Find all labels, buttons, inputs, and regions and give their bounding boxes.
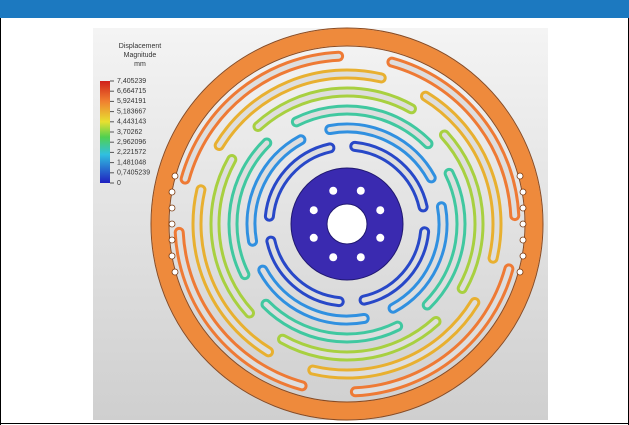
bolt-hole (310, 234, 318, 242)
legend-label: 6,664715 (117, 88, 146, 95)
rivet-hole (169, 253, 175, 259)
legend-label: 5,183667 (117, 108, 146, 115)
disc (151, 28, 543, 420)
legend-label: 0 (117, 180, 121, 187)
legend-label: 4,443143 (117, 119, 146, 126)
rivet-hole (520, 221, 526, 227)
bolt-hole (357, 253, 365, 261)
rivet-hole (169, 189, 175, 195)
rivet-hole (520, 189, 526, 195)
legend-label: 2,221572 (117, 149, 146, 156)
rivet-hole (520, 237, 526, 243)
rivet-hole (169, 205, 175, 211)
legend-title: Magnitude (124, 52, 157, 59)
legend-label: 1,481048 (117, 159, 146, 166)
bolt-hole (329, 253, 337, 261)
rivet-hole (172, 173, 178, 179)
legend-label: 3,70262 (117, 129, 142, 136)
rivet-hole (169, 237, 175, 243)
page: Displacement Magnitude mm 7,405239 6,6647… (0, 0, 629, 425)
title-bar (0, 0, 629, 18)
rivet-hole (517, 173, 523, 179)
screenshot: Displacement Magnitude mm 7,405239 6,6647… (0, 0, 629, 425)
legend-label: 7,405239 (117, 78, 146, 85)
color-bar (100, 81, 110, 183)
bolt-hole (376, 206, 384, 214)
bolt-hole (310, 206, 318, 214)
bolt-hole (376, 234, 384, 242)
rivet-hole (520, 253, 526, 259)
legend-label: 0,7405239 (117, 170, 150, 177)
bolt-hole (357, 187, 365, 195)
legend-title: mm (134, 61, 146, 68)
bolt-hole (329, 187, 337, 195)
legend-label: 5,924191 (117, 98, 146, 105)
legend-title: Displacement (119, 43, 161, 50)
rivet-hole (169, 221, 175, 227)
rivet-hole (172, 269, 178, 275)
rivet-hole (517, 269, 523, 275)
center-hole (327, 204, 367, 244)
legend-label: 2,962096 (117, 139, 146, 146)
rivet-hole (520, 205, 526, 211)
